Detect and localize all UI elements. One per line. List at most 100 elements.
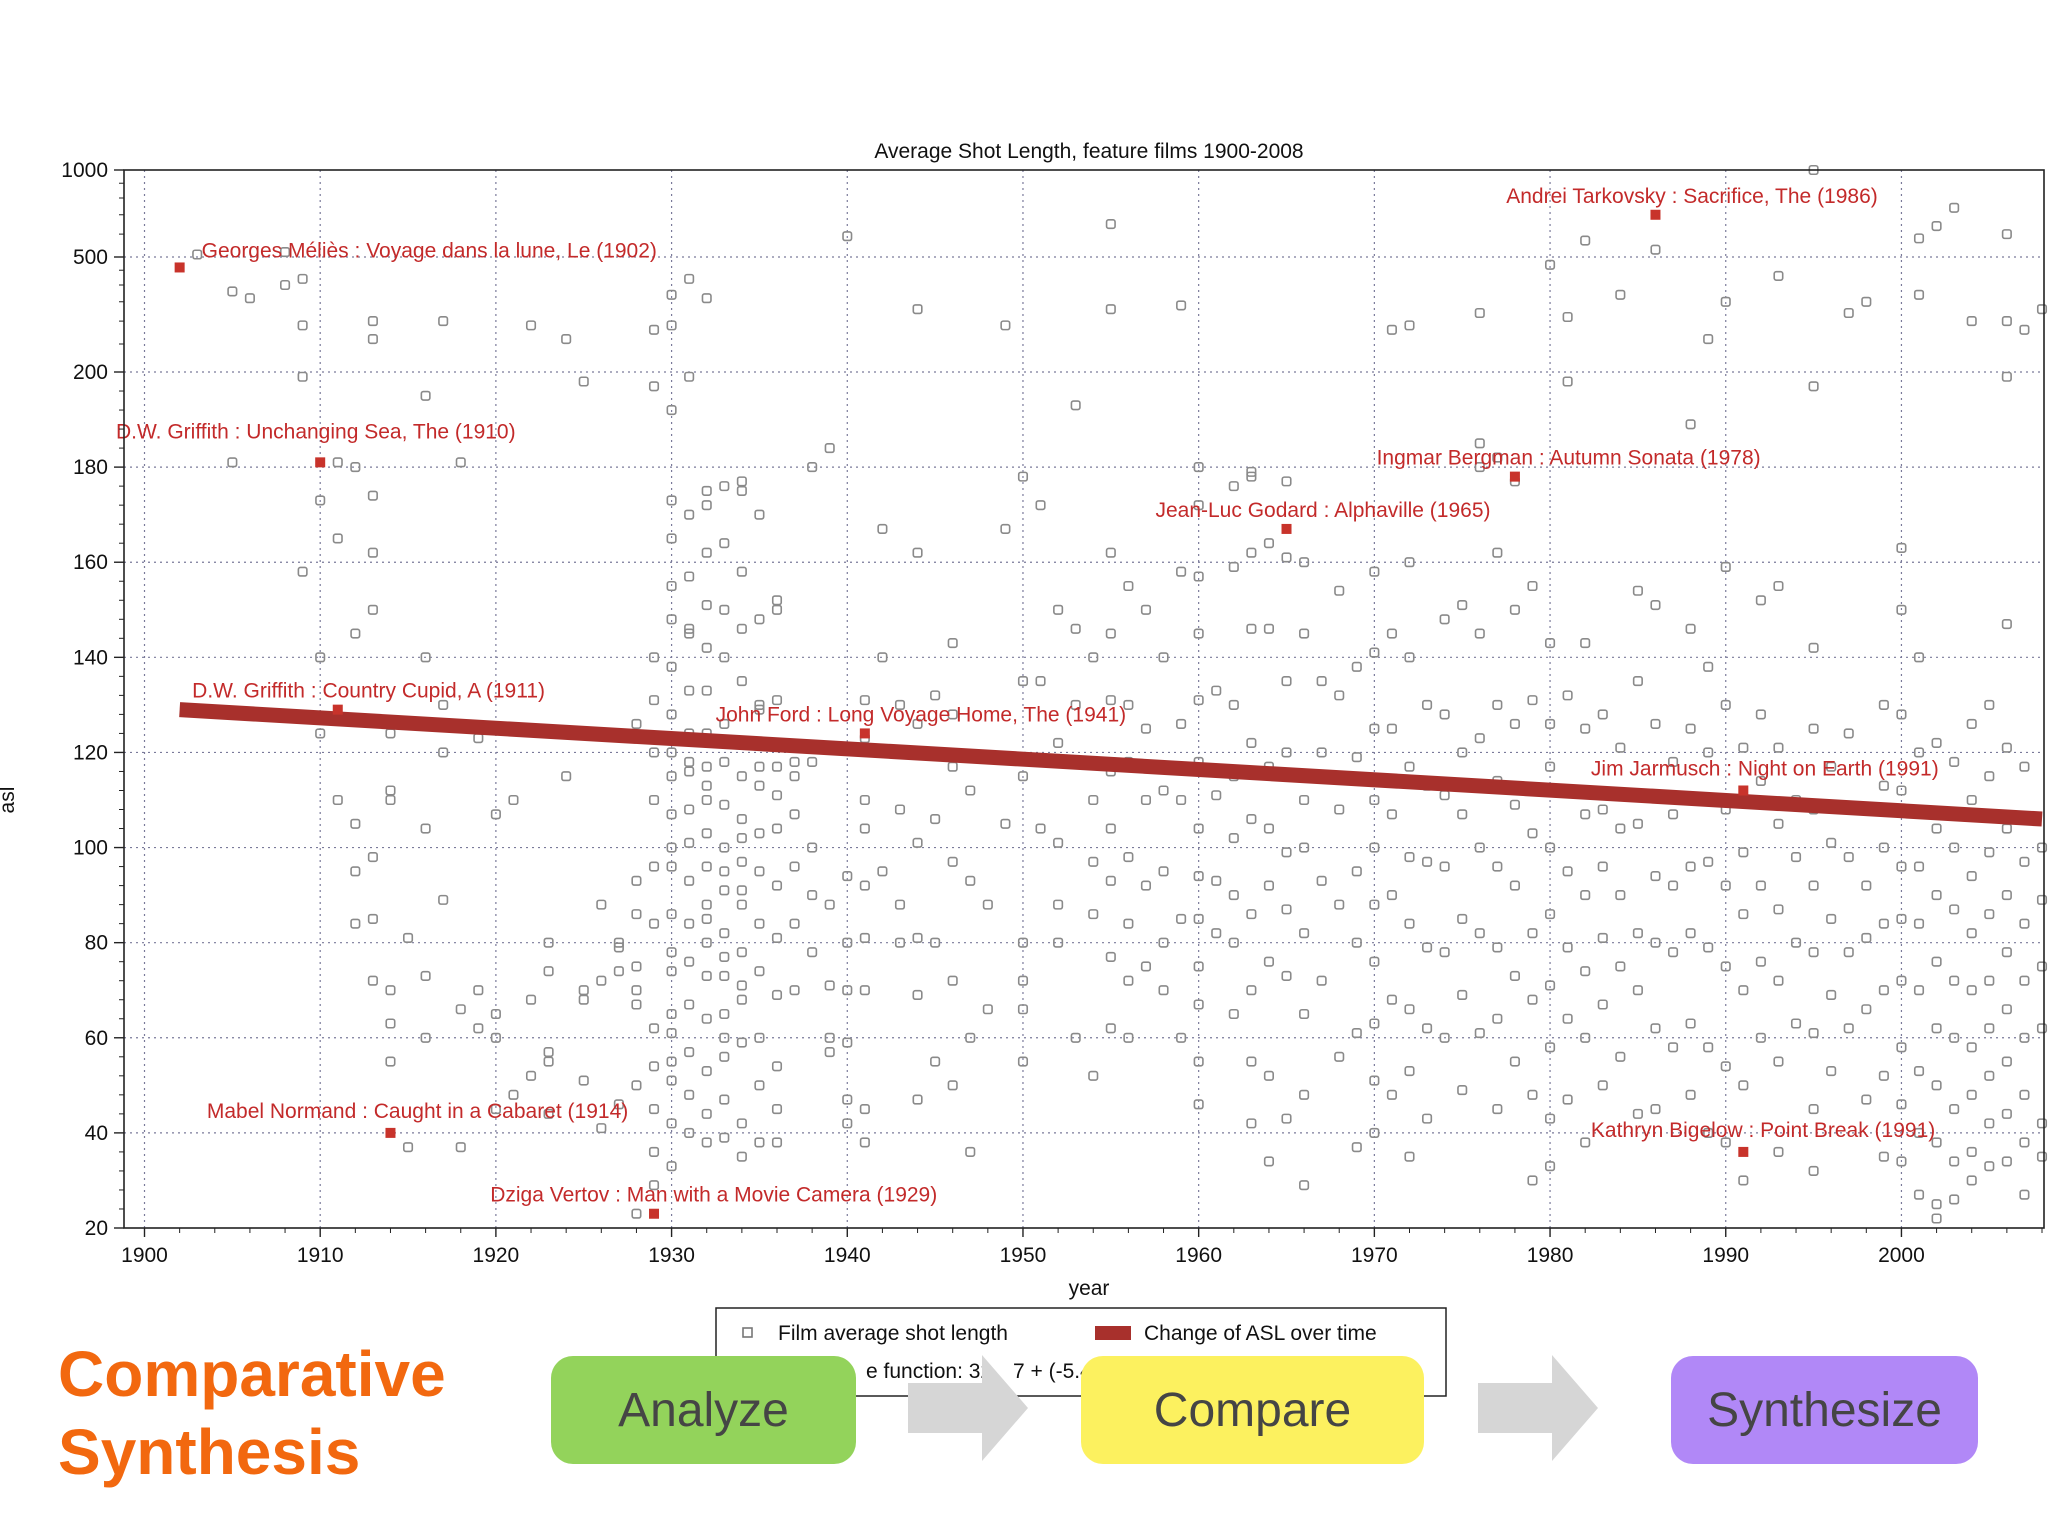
film-point	[1949, 904, 1960, 915]
film-point	[2019, 975, 2030, 986]
film-point	[2019, 761, 2030, 772]
film-point	[1193, 628, 1204, 639]
film-point	[1439, 614, 1450, 625]
film-point	[684, 371, 695, 382]
film-point	[1369, 1127, 1380, 1138]
film-point	[1386, 994, 1397, 1005]
film-point	[701, 899, 712, 910]
film-point	[701, 913, 712, 924]
film-point	[332, 457, 343, 468]
film-point	[1562, 690, 1573, 701]
film-point	[1035, 676, 1046, 687]
film-point	[578, 1075, 589, 1086]
film-point	[1580, 723, 1591, 734]
x-tick-label: 1950	[1000, 1244, 1047, 1267]
film-point	[1808, 381, 1819, 392]
film-point	[1439, 861, 1450, 872]
film-point	[666, 533, 677, 544]
film-point	[1632, 985, 1643, 996]
film-point	[1509, 718, 1520, 729]
film-point	[1263, 623, 1274, 634]
film-annotation: John Ford : Long Voyage Home, The (1941)	[716, 703, 1127, 726]
film-point	[1404, 557, 1415, 568]
film-point	[1861, 1094, 1872, 1105]
film-point	[1299, 1089, 1310, 1100]
film-point	[1984, 1118, 1995, 1129]
film-point	[1492, 942, 1503, 953]
film-point	[1017, 975, 1029, 986]
film-point	[684, 628, 695, 639]
film-point	[1070, 623, 1081, 634]
film-point	[420, 390, 431, 401]
film-point	[824, 1046, 835, 1058]
film-point	[736, 476, 747, 487]
film-point	[508, 1089, 519, 1100]
film-point	[1404, 918, 1415, 929]
film-point	[965, 1146, 976, 1157]
film-point	[719, 481, 730, 492]
film-point	[420, 970, 431, 982]
film-point	[631, 961, 642, 972]
film-point	[1949, 756, 1960, 768]
film-point	[754, 699, 765, 710]
film-point	[596, 1123, 607, 1134]
film-point	[1404, 852, 1415, 863]
film-point	[1404, 1151, 1415, 1162]
x-tick-label: 1910	[297, 1244, 344, 1267]
y-tick-label: 160	[73, 551, 108, 574]
film-point	[859, 1104, 870, 1115]
film-point	[1667, 880, 1679, 891]
film-point	[754, 866, 765, 877]
film-point	[771, 989, 783, 1001]
film-point	[877, 523, 888, 534]
film-point	[1896, 1099, 1907, 1110]
film-point	[1088, 794, 1099, 806]
film-point	[719, 1008, 730, 1020]
film-point	[719, 538, 730, 549]
film-point	[1035, 500, 1046, 511]
film-point	[1545, 718, 1556, 729]
film-point	[930, 813, 941, 825]
film-point	[1299, 842, 1310, 853]
film-point	[1896, 785, 1907, 796]
film-point	[754, 509, 765, 520]
film-point	[385, 728, 396, 739]
film-point	[1896, 861, 1907, 872]
film-point	[1474, 842, 1485, 853]
film-point	[1509, 1056, 1520, 1067]
film-point	[1896, 975, 1907, 986]
film-point	[842, 231, 853, 242]
film-point	[543, 1046, 554, 1058]
film-point	[1667, 756, 1679, 768]
film-point	[1632, 818, 1643, 829]
film-point	[1299, 557, 1310, 568]
film-point	[1123, 918, 1134, 929]
film-point	[1386, 1089, 1397, 1100]
film-point	[1123, 975, 1134, 986]
film-point	[754, 704, 765, 715]
film-point	[473, 733, 484, 744]
film-point	[1509, 970, 1520, 982]
film-point	[385, 1018, 396, 1029]
film-point	[1158, 652, 1169, 663]
x-tick-label: 1900	[121, 1244, 168, 1267]
film-point	[1703, 334, 1714, 345]
film-point	[1931, 1199, 1942, 1210]
film-point	[1896, 542, 1907, 554]
synthesize-step: Synthesize	[1671, 1356, 1978, 1464]
film-point	[2019, 1032, 2030, 1043]
film-point	[701, 828, 712, 839]
film-point	[1931, 1137, 1942, 1148]
film-point	[1158, 866, 1169, 877]
film-point	[1738, 985, 1749, 996]
film-point	[982, 1004, 993, 1015]
film-point	[1931, 220, 1942, 232]
film-point	[1896, 709, 1907, 720]
film-point	[1457, 599, 1468, 611]
film-point	[1334, 804, 1345, 815]
film-point	[1545, 638, 1556, 649]
legend-fit-function-tail: 7 + (-5.4	[1013, 1360, 1092, 1383]
film-point	[1053, 604, 1064, 615]
film-point	[420, 652, 431, 663]
film-point	[1562, 1094, 1573, 1105]
